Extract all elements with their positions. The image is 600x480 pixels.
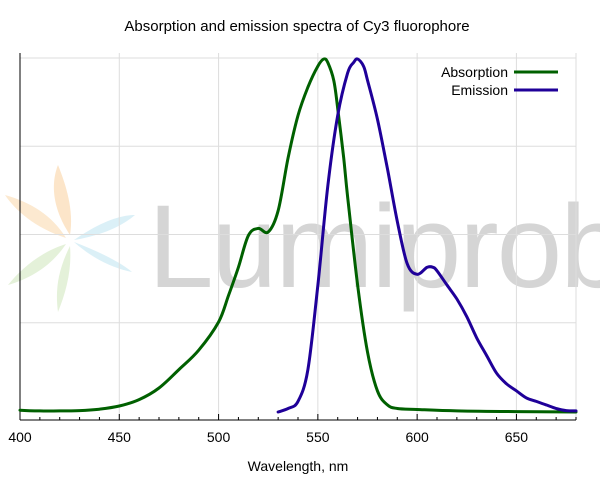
x-tick-label: 450 [108, 429, 132, 445]
emission-series-line [276, 57, 578, 414]
absorption-series-line [18, 57, 578, 414]
x-axis-label: Wavelength, nm [248, 458, 349, 474]
chart-title: Absorption and emission spectra of Cy3 f… [124, 18, 469, 35]
watermark-text: Lumiprobe [148, 181, 600, 313]
legend: Absorption Emission [441, 64, 558, 98]
x-tick-label: 400 [8, 429, 32, 445]
x-tick-label: 500 [207, 429, 231, 445]
x-tick-label: 600 [405, 429, 429, 445]
lumiprobe-logo-icon [5, 165, 135, 312]
x-tick-label: 550 [306, 429, 330, 445]
grid-lines [20, 53, 577, 420]
lumiprobe-watermark: Lumiprobe [5, 165, 600, 313]
legend-label-absorption: Absorption [441, 64, 508, 80]
x-axis-ticks: 400 450 500 550 600 650 [8, 414, 577, 445]
x-tick-label: 650 [505, 429, 529, 445]
series-lines [18, 57, 578, 414]
legend-label-emission: Emission [451, 82, 508, 98]
